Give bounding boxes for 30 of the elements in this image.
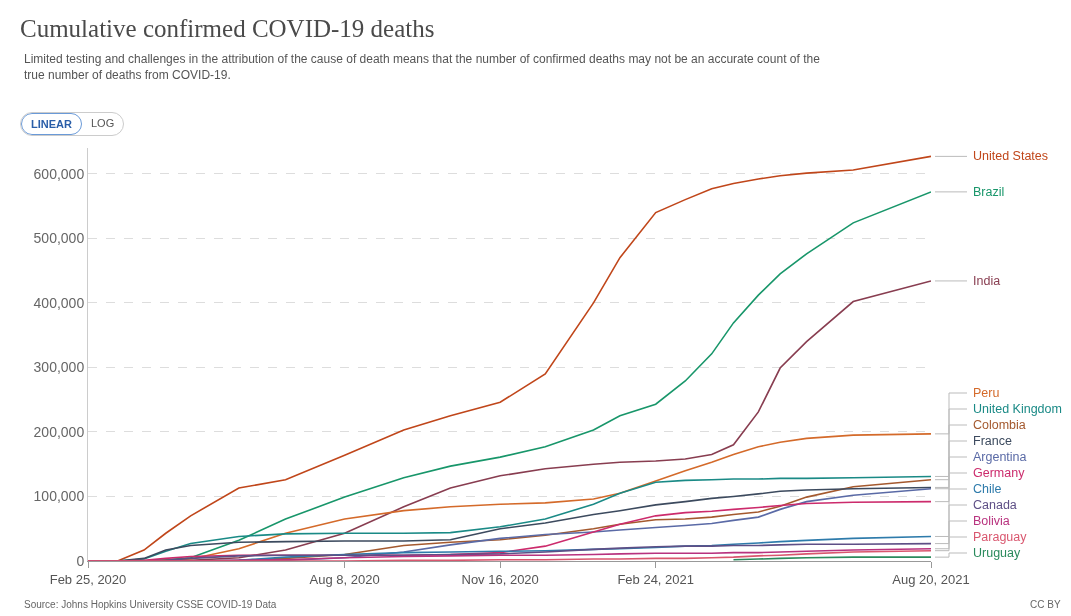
y-tick-label: 300,000 (33, 359, 85, 376)
chart-subtitle: Limited testing and challenges in the attribution of the cause of death means that the number of confirmed deaths may not be an accurate count of the true number of deaths from COVID-19. (24, 52, 821, 82)
y-tick-label: 0 (76, 552, 85, 569)
y-tick-label: 500,000 (33, 230, 85, 247)
text: United Kingdom (973, 402, 1062, 416)
y-tick-label: 100,000 (33, 488, 85, 505)
text: Paraguay (973, 530, 1028, 544)
x-tick-label: Aug 8, 2020 (309, 571, 380, 587)
x-tick-label: Feb 25, 2020 (49, 571, 127, 587)
x-tick-label: Nov 16, 2020 (461, 571, 539, 587)
x-tick-label: Aug 20, 2021 (892, 571, 970, 587)
text: Argentina (973, 450, 1027, 464)
y-tick-label: 200,000 (33, 423, 85, 440)
text: Brazil (973, 185, 1005, 199)
text: Uruguay (973, 546, 1021, 560)
source-note: Source: Johns Hopkins University CSSE COVID-19 Data (24, 599, 277, 610)
text: CC BY (1030, 599, 1061, 610)
text: France (973, 434, 1012, 448)
text: India (973, 274, 1001, 288)
y-tick-label: 400,000 (33, 294, 85, 311)
text: Bolivia (973, 514, 1010, 528)
text: Chile (973, 482, 1002, 496)
chart-title: Cumulative confirmed COVID-19 deaths (20, 14, 435, 42)
text: Colombia (973, 418, 1026, 432)
y-tick-label: 600,000 (33, 165, 85, 182)
text: Canada (973, 498, 1017, 512)
text: Germany (973, 466, 1026, 480)
x-tick-label: Feb 24, 2021 (617, 571, 695, 587)
text: United States (973, 149, 1049, 163)
text: Peru (973, 386, 1000, 400)
